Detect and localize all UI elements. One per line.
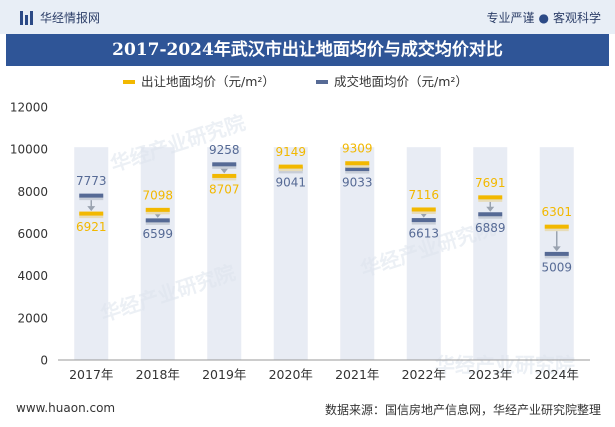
x-tick-label: 2019年 xyxy=(202,367,246,382)
title-bar: 2017-2024年武汉市出让地面均价与成交均价对比 xyxy=(6,34,609,66)
legend-swatch-1 xyxy=(123,80,135,84)
marker-series-a xyxy=(478,195,503,200)
marker-series-b xyxy=(478,212,503,217)
x-tick-label: 2023年 xyxy=(468,367,512,382)
connector-arrow xyxy=(552,246,561,252)
footer-source: 数据来源：国信房地产信息网，华经产业研究院整理 xyxy=(324,403,601,417)
value-label-series-b: 6889 xyxy=(475,221,506,235)
watermark-text: 华经产业研究院 xyxy=(435,353,575,377)
value-label-series-a: 9149 xyxy=(275,145,306,159)
connector-arrow xyxy=(220,168,229,174)
brand: 华经情报网 xyxy=(20,9,100,26)
value-label-series-a: 6301 xyxy=(541,205,572,219)
value-label-series-a: 7691 xyxy=(475,176,506,190)
value-label-series-b: 6599 xyxy=(142,227,173,241)
x-tick-label: 2021年 xyxy=(335,367,379,382)
y-tick-label: 0 xyxy=(40,354,48,368)
y-tick-label: 12000 xyxy=(10,101,48,115)
legend-label-2: 成交地面均价（元/m²） xyxy=(334,74,468,89)
value-label-series-b: 9033 xyxy=(342,176,373,190)
value-label-series-a: 7098 xyxy=(142,188,173,202)
column-bg xyxy=(273,147,308,360)
brand-name: 华经情报网 xyxy=(40,11,101,25)
column-bg xyxy=(207,147,242,360)
column-bg xyxy=(74,147,109,360)
value-label-series-b: 5009 xyxy=(541,260,572,274)
value-label-series-b: 6613 xyxy=(408,227,439,241)
marker-series-a xyxy=(411,207,436,212)
y-tick-label: 10000 xyxy=(10,143,48,157)
slogan-right: 客观科学 xyxy=(552,11,601,25)
legend-swatch-2 xyxy=(316,80,328,84)
value-label-series-a: 8707 xyxy=(209,182,240,196)
marker-series-a xyxy=(212,173,237,178)
connector-arrow xyxy=(87,206,96,212)
x-tick-label: 2020年 xyxy=(269,367,313,382)
value-label-series-a: 6921 xyxy=(76,220,107,234)
x-tick-label: 2024年 xyxy=(535,367,579,382)
y-tick-label: 8000 xyxy=(17,185,48,199)
column-bg xyxy=(140,147,175,360)
y-tick-label: 2000 xyxy=(17,311,48,325)
marker-series-a xyxy=(544,224,569,229)
value-label-series-b: 9041 xyxy=(275,175,306,189)
column-bg xyxy=(340,147,375,360)
top-bar: 华经情报网 专业严谨 ● 客观科学 xyxy=(0,0,615,34)
marker-series-b xyxy=(145,218,170,223)
slogan-separator: ● xyxy=(538,11,549,25)
value-label-series-b: 9258 xyxy=(209,143,240,157)
marker-series-a xyxy=(345,161,370,166)
y-tick-label: 6000 xyxy=(17,227,48,241)
slogan: 专业严谨 ● 客观科学 xyxy=(486,9,601,26)
value-label-series-b: 7773 xyxy=(76,174,107,188)
y-tick-label: 4000 xyxy=(17,269,48,283)
legend-label-1: 出让地面均价（元/m²） xyxy=(141,74,275,89)
x-tick-label: 2022年 xyxy=(402,367,446,382)
marker-series-a xyxy=(79,211,104,216)
marker-series-a xyxy=(278,164,303,169)
footer-website: www.huaon.com xyxy=(16,401,116,415)
marker-series-b xyxy=(345,167,370,172)
marker-series-b xyxy=(79,193,104,198)
brand-logo-icon xyxy=(20,10,34,25)
column-bg xyxy=(406,147,441,360)
chart-title: 2017-2024年武汉市出让地面均价与成交均价对比 xyxy=(112,40,503,60)
value-label-series-a: 7116 xyxy=(408,188,439,202)
connector-arrow xyxy=(486,206,495,212)
slogan-left: 专业严谨 xyxy=(486,11,535,25)
value-label-series-a: 9309 xyxy=(342,142,373,156)
x-tick-label: 2018年 xyxy=(136,367,180,382)
marker-series-b xyxy=(212,162,237,167)
marker-series-a xyxy=(145,207,170,212)
x-tick-label: 2017年 xyxy=(69,367,113,382)
marker-series-b xyxy=(544,251,569,256)
column-bg xyxy=(473,147,508,360)
marker-series-b xyxy=(411,218,436,223)
